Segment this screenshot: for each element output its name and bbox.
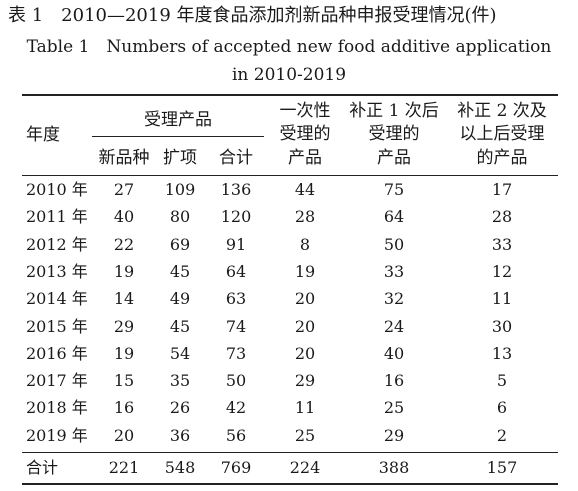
- table-row-expansion-cell: 35: [169, 371, 191, 391]
- table-row-new-variety-cell: 16: [113, 398, 135, 418]
- header-one-time-l2: 受理的: [279, 124, 331, 144]
- table-row-new-variety-cell: 20: [113, 425, 135, 445]
- table-row-after-one-cell: 29: [383, 425, 405, 445]
- table-row-subtotal-cell: 136: [220, 180, 252, 199]
- table-row-expansion-cell: 45: [169, 316, 191, 336]
- total-row-year-cell: 合计: [26, 458, 59, 477]
- table-row-new-variety-cell: 15: [113, 371, 135, 391]
- table-row-one-time-cell: 28: [294, 207, 316, 227]
- table-row-new-variety-cell: 29: [113, 316, 135, 336]
- table-row-after-two-cell: 33: [491, 234, 513, 254]
- table-row-after-one-cell: 50: [383, 234, 405, 254]
- header-year: 年度: [26, 125, 60, 145]
- header-new-variety: 新品种: [98, 148, 150, 168]
- table-row-one-time-cell: 11: [294, 398, 316, 418]
- table-row-expansion-cell: 69: [169, 234, 191, 254]
- table-row-after-two-cell: 2: [496, 425, 508, 445]
- table-row-new-variety-cell: 19: [113, 261, 135, 281]
- table-row-year-cell: 2012 年: [26, 234, 88, 254]
- table-row-new-variety-cell: 27: [113, 180, 135, 199]
- table-row-new-variety-cell: 19: [113, 343, 135, 363]
- table-row-after-one-cell: 33: [383, 261, 405, 281]
- table-row-year-cell: 2015 年: [26, 316, 88, 336]
- table-row-subtotal-cell: 42: [225, 398, 247, 418]
- table-row-year-cell: 2017 年: [26, 371, 88, 391]
- table-row-subtotal-cell: 120: [220, 207, 252, 227]
- header-bottom-rule: [22, 175, 558, 176]
- header-expansion: 扩项: [163, 148, 197, 168]
- table-row-new-variety-cell: 14: [113, 289, 135, 309]
- table-row-year-cell: 2014 年: [26, 289, 88, 309]
- table-row-subtotal-cell: 64: [225, 261, 247, 281]
- table-row-expansion-cell: 80: [169, 207, 191, 227]
- total-row-after-two-cell: 157: [486, 458, 518, 477]
- group-underline: [92, 136, 264, 137]
- table-row-after-two-cell: 13: [491, 343, 513, 363]
- header-after-two-l3: 的产品: [476, 148, 528, 168]
- table-row-expansion-cell: 36: [169, 425, 191, 445]
- table-row-subtotal-cell: 91: [225, 234, 247, 254]
- table-row-after-one-cell: 75: [383, 180, 405, 199]
- table-row-expansion-cell: 49: [169, 289, 191, 309]
- header-accepted-group: 受理产品: [144, 110, 212, 130]
- table-row-after-two-cell: 12: [491, 261, 513, 281]
- table-row-new-variety-cell: 22: [113, 234, 135, 254]
- total-row-subtotal-cell: 769: [220, 458, 252, 477]
- table-row-one-time-cell: 20: [294, 316, 316, 336]
- header-after-two-l2: 以上后受理: [459, 124, 545, 144]
- table-caption-en-line2: in 2010-2019: [231, 65, 347, 85]
- table-row-one-time-cell: 20: [294, 289, 316, 309]
- table-row-subtotal-cell: 63: [225, 289, 247, 309]
- table-row-after-two-cell: 17: [491, 180, 513, 199]
- table-caption-cn: 表 1 2010—2019 年度食品添加剂新品种申报受理情况(件): [8, 5, 497, 26]
- table-row-year-cell: 2010 年: [26, 180, 88, 199]
- total-row-new-variety-cell: 221: [108, 458, 140, 477]
- table-row-year-cell: 2013 年: [26, 261, 88, 281]
- table-row-year-cell: 2018 年: [26, 398, 88, 418]
- header-one-time-l1: 一次性: [279, 101, 331, 121]
- total-row-after-one-cell: 388: [378, 458, 410, 477]
- table-row-subtotal-cell: 50: [225, 371, 247, 391]
- table-row-after-one-cell: 16: [383, 371, 405, 391]
- table-row-after-two-cell: 28: [491, 207, 513, 227]
- table-row-after-one-cell: 64: [383, 207, 405, 227]
- table-row-after-one-cell: 32: [383, 289, 405, 309]
- table-row-one-time-cell: 8: [299, 234, 311, 254]
- total-row-expansion-cell: 548: [164, 458, 196, 477]
- header-subtotal: 合计: [219, 148, 253, 168]
- header-after-one-l3: 产品: [377, 148, 411, 168]
- table-row-after-two-cell: 11: [491, 289, 513, 309]
- table-row-year-cell: 2011 年: [26, 207, 88, 227]
- table-row-after-one-cell: 24: [383, 316, 405, 336]
- table-row-after-two-cell: 6: [496, 398, 508, 418]
- table-row-one-time-cell: 29: [294, 371, 316, 391]
- header-one-time-l3: 产品: [288, 148, 322, 168]
- table-bottom-rule: [22, 483, 558, 485]
- table-row-year-cell: 2019 年: [26, 425, 88, 445]
- table-caption-en-line1: Table 1 Numbers of accepted new food add…: [26, 37, 552, 57]
- header-after-two-l1: 补正 2 次及: [457, 101, 547, 121]
- table-row-after-one-cell: 25: [383, 398, 405, 418]
- table-row-after-two-cell: 30: [491, 316, 513, 336]
- header-after-one-l1: 补正 1 次后: [349, 101, 439, 121]
- table-row-expansion-cell: 109: [164, 180, 196, 199]
- table-row-after-one-cell: 40: [383, 343, 405, 363]
- table-row-subtotal-cell: 73: [225, 343, 247, 363]
- total-row-one-time-cell: 224: [289, 458, 321, 477]
- header-after-one-l2: 受理的: [368, 124, 420, 144]
- table-row-subtotal-cell: 74: [225, 316, 247, 336]
- table-row-new-variety-cell: 40: [113, 207, 135, 227]
- table-row-expansion-cell: 45: [169, 261, 191, 281]
- table-row-expansion-cell: 54: [169, 343, 191, 363]
- table-top-rule: [22, 94, 558, 96]
- table-row-after-two-cell: 5: [496, 371, 508, 391]
- table-row-year-cell: 2016 年: [26, 343, 88, 363]
- table-row-one-time-cell: 44: [294, 180, 316, 199]
- table-row-one-time-cell: 20: [294, 343, 316, 363]
- table-row-expansion-cell: 26: [169, 398, 191, 418]
- table-row-one-time-cell: 25: [294, 425, 316, 445]
- table-row-subtotal-cell: 56: [225, 425, 247, 445]
- table-row-one-time-cell: 19: [294, 261, 316, 281]
- total-separator-rule: [22, 452, 558, 453]
